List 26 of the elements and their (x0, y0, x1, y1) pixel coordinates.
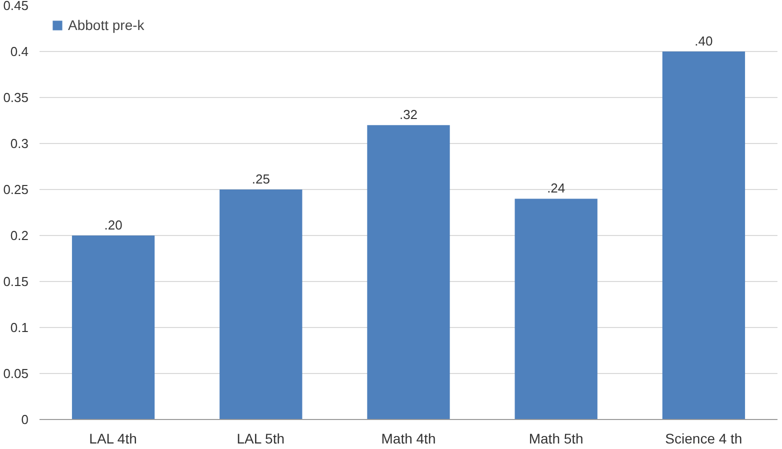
bar (514, 198, 598, 420)
x-tick-label: Math 4th (381, 430, 436, 446)
x-tick-label: Science 4 th (665, 430, 742, 446)
bar (72, 236, 155, 420)
data-label: .40 (694, 34, 713, 48)
y-tick-label: 0.25 (3, 182, 29, 197)
x-tick-label: Math 5th (528, 430, 584, 446)
bar (220, 190, 302, 420)
bar (367, 125, 450, 420)
bar (662, 52, 746, 420)
y-tick-label: 0.2 (10, 228, 29, 243)
y-tick-label: 0.35 (3, 90, 29, 105)
y-tick-label: 0.05 (3, 366, 29, 381)
data-label: .24 (547, 180, 566, 196)
x-tick-label: LAL 4th (89, 430, 137, 446)
data-label: .25 (252, 172, 270, 186)
y-tick-label: 0.3 (10, 136, 29, 151)
y-tick-label: 0 (21, 412, 29, 427)
data-label: .32 (399, 107, 418, 122)
y-tick-label: 0.45 (3, 0, 29, 13)
x-tick-label: LAL 5th (236, 430, 285, 446)
y-tick-label: 0.1 (10, 320, 29, 335)
y-tick-label: 0.15 (3, 274, 29, 289)
data-label: .20 (104, 218, 122, 232)
legend-label: Abbott pre-k (68, 17, 144, 33)
y-tick-label: 0.4 (10, 44, 29, 59)
